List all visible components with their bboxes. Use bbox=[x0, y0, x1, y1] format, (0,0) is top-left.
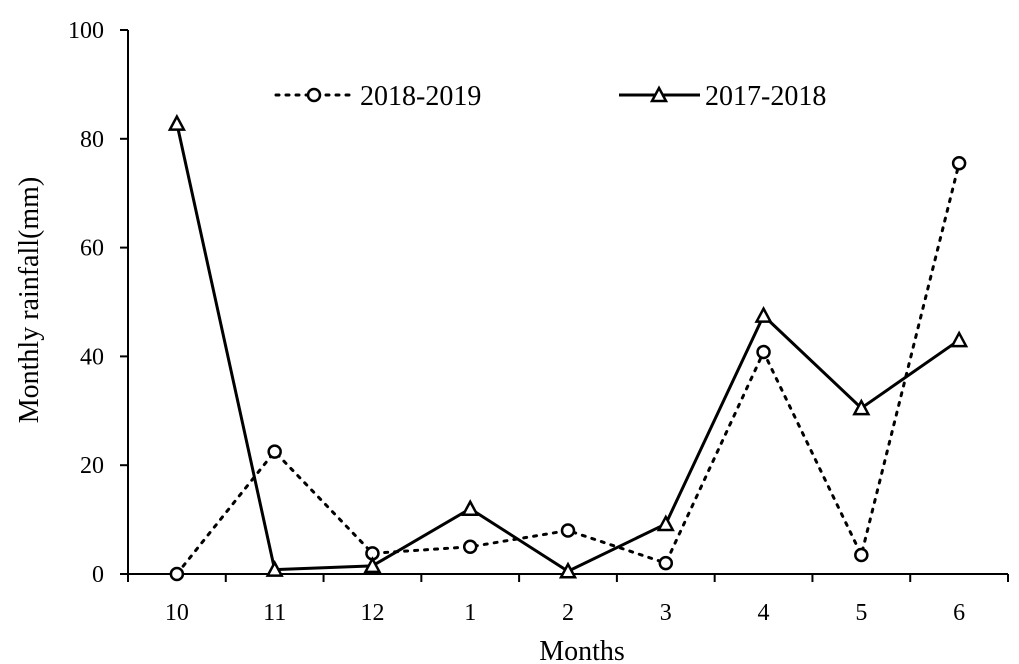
series-line-2018-2019 bbox=[175, 161, 961, 576]
x-tick-label: 4 bbox=[758, 600, 770, 626]
x-tick-label: 11 bbox=[263, 600, 286, 626]
point-marker-circle bbox=[560, 523, 576, 538]
point-marker-triangle bbox=[950, 330, 969, 348]
point-marker-triangle bbox=[754, 305, 773, 323]
point-marker-triangle bbox=[558, 561, 578, 579]
legend: 2018-2019 2017-2018 bbox=[274, 81, 826, 112]
legend-item-2018-2019: 2018-2019 bbox=[274, 81, 481, 112]
point-marker-triangle bbox=[363, 556, 382, 574]
x-tick-label: 6 bbox=[953, 600, 965, 626]
legend-label-2017-2018: 2017-2018 bbox=[705, 81, 826, 112]
x-tick-label: 1 bbox=[464, 600, 476, 626]
legend-marker-triangle bbox=[649, 85, 669, 103]
x-tick-label: 12 bbox=[360, 600, 384, 626]
point-marker-circle bbox=[854, 547, 869, 563]
y-tick-label: 40 bbox=[80, 344, 104, 370]
point-marker-triangle bbox=[265, 560, 284, 577]
series-layer bbox=[167, 113, 969, 582]
x-tick-label: 5 bbox=[855, 600, 867, 626]
point-marker-triangle bbox=[852, 398, 871, 416]
y-tick-label: 100 bbox=[68, 18, 104, 44]
x-tick-label: 3 bbox=[660, 600, 672, 626]
series-line-2017-2018 bbox=[175, 123, 960, 573]
point-marker-circle bbox=[756, 344, 771, 360]
x-axis-title: Months bbox=[539, 636, 625, 664]
point-marker-circle bbox=[267, 444, 282, 459]
point-marker-triangle bbox=[167, 113, 186, 131]
y-axis-title: Monthly rainfall(mm) bbox=[14, 177, 45, 424]
point-marker-triangle bbox=[656, 514, 675, 532]
point-marker-circle bbox=[462, 539, 478, 555]
y-tick-label: 20 bbox=[80, 453, 104, 479]
y-tick-label: 60 bbox=[80, 236, 104, 262]
y-ticks: 0 20 40 60 80 100 bbox=[68, 18, 128, 588]
legend-item-2017-2018: 2017-2018 bbox=[619, 81, 826, 112]
y-tick-label: 80 bbox=[80, 127, 104, 153]
point-marker-circle bbox=[169, 566, 185, 582]
point-marker-circle bbox=[951, 156, 967, 171]
x-tick-label: 2 bbox=[562, 600, 574, 626]
y-tick-label: 0 bbox=[92, 562, 104, 588]
x-ticks: 10 11 12 1 2 3 4 5 6 bbox=[127, 574, 1009, 626]
point-marker-triangle bbox=[461, 499, 480, 516]
legend-label-2018-2019: 2018-2019 bbox=[360, 81, 481, 112]
point-marker-circle bbox=[658, 555, 674, 571]
legend-marker-circle bbox=[306, 87, 322, 103]
x-tick-label: 10 bbox=[165, 600, 189, 626]
